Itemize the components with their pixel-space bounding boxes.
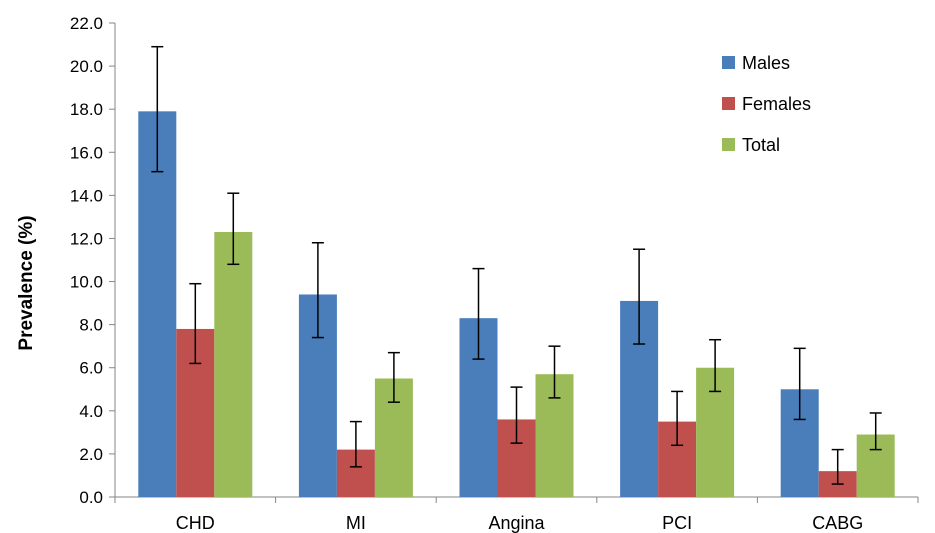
y-tick-label: 10.0 [70, 273, 103, 292]
y-tick-label: 8.0 [79, 316, 103, 335]
y-tick-label: 18.0 [70, 100, 103, 119]
y-tick-label: 14.0 [70, 186, 103, 205]
bar-total-chd [214, 231, 253, 497]
legend: Males Females Total [722, 53, 811, 155]
y-tick-label: 0.0 [79, 488, 103, 507]
legend-label-total: Total [742, 135, 780, 155]
legend-swatch-total [722, 138, 735, 151]
axis-labels: 0.0 2.0 4.0 6.0 8.0 10.0 12.0 14.0 16.0 18.0 20.0 2… [70, 14, 863, 533]
y-axis-title: Prevalence (%) [16, 215, 37, 350]
y-tick-label: 6.0 [79, 359, 103, 378]
error-bars [151, 45, 882, 485]
y-tick-label: 20.0 [70, 57, 103, 76]
y-tick-label: 22.0 [70, 14, 103, 33]
x-category-label: CHD [176, 513, 215, 533]
bar-males-chd [138, 111, 177, 497]
legend-label-males: Males [742, 53, 790, 73]
y-tick-label: 2.0 [79, 445, 103, 464]
y-tick-label: 4.0 [79, 402, 103, 421]
legend-swatch-males [722, 56, 735, 69]
y-tick-label: 12.0 [70, 229, 103, 248]
y-tick-label: 16.0 [70, 143, 103, 162]
x-category-label: PCI [662, 513, 692, 533]
bars [138, 111, 895, 497]
x-category-label: CABG [812, 513, 863, 533]
legend-label-females: Females [742, 94, 811, 114]
x-category-label: Angina [488, 513, 545, 533]
x-category-label: MI [346, 513, 366, 533]
legend-swatch-females [722, 97, 735, 110]
